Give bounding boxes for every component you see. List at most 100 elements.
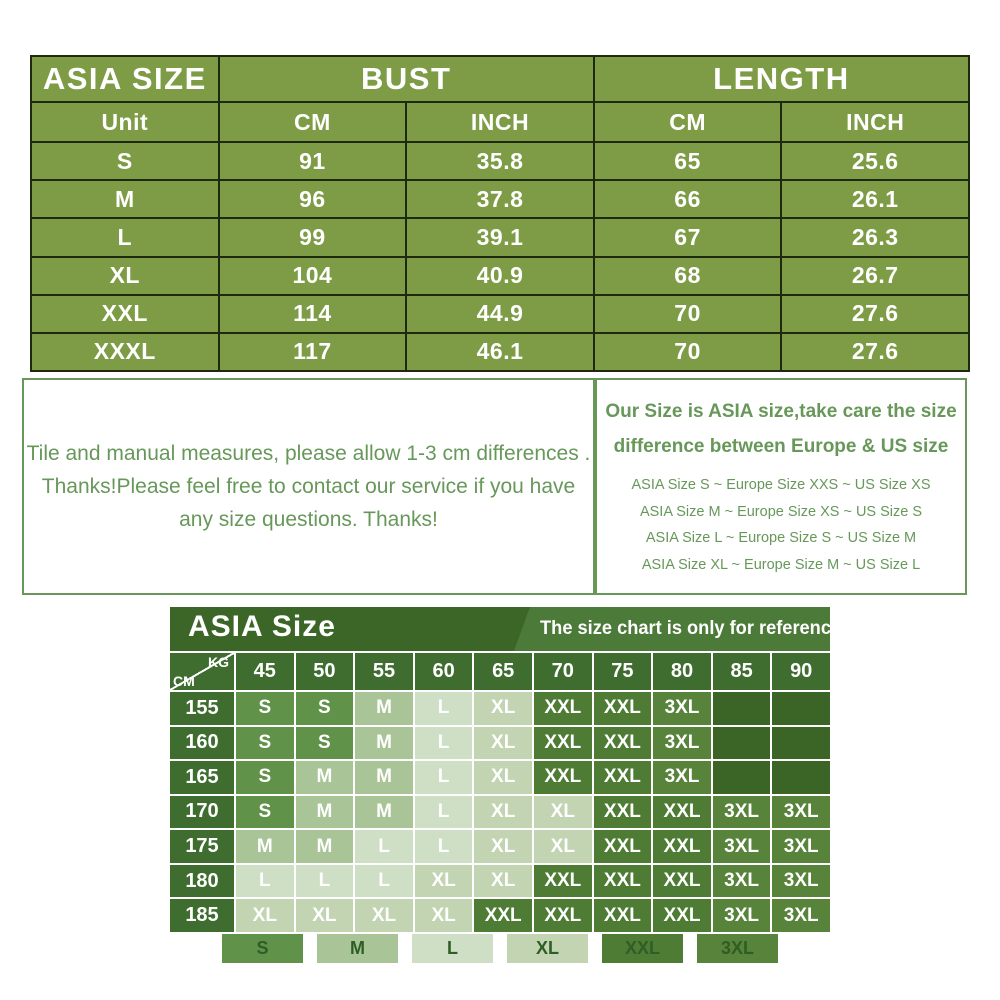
size-mapping-line: ASIA Size XL ~ Europe Size M ~ US Size L [641,556,921,573]
weight-header-cell: 85 [712,653,771,690]
matrix-cell: L [414,726,473,760]
matrix-cell [772,761,830,794]
matrix-cell: M [295,795,354,829]
matrix-cell: XXL [593,726,652,760]
table-cell: 40.9 [407,257,593,294]
table-cell: 26.1 [782,181,968,218]
matrix-cell: 3XL [772,899,830,932]
matrix-cell: M [355,726,413,760]
matrix-cell: M [295,830,354,863]
matrix-cell: L [414,795,473,829]
matrix-cell: 3XL [772,830,830,863]
matrix-cell: 3XL [653,692,711,725]
table-cell: 25.6 [782,143,968,180]
size-difference-title-line: Our Size is ASIA size,take care the size [605,401,957,422]
matrix-cell: XXL [533,899,592,932]
table-cell: 39.1 [407,219,593,256]
table-cell: 67 [594,219,781,256]
table-cell: 26.3 [782,219,968,256]
height-header-cell: 175 [170,830,234,863]
weight-header-cell: 55 [355,653,413,690]
table-cell: 26.7 [782,257,968,294]
axis-corner-cell: KG CM [170,653,234,690]
weight-header-cell: 90 [772,653,830,690]
table-cell: 35.8 [407,143,593,180]
matrix-cell: L [355,830,413,863]
chart-title: ASIA Size [188,610,336,643]
table-cell: 70 [594,295,781,332]
measure-note-box: Tile and manual measures, please allow 1… [22,378,595,595]
matrix-cell: 3XL [772,864,830,898]
height-header-cell: 170 [170,795,234,829]
matrix-cell: L [355,864,413,898]
measure-note-line: any size questions. Thanks! [179,508,438,531]
size-difference-title-line: difference between Europe & US size [613,436,949,457]
matrix-cell: 3XL [712,795,771,829]
table-cell: 70 [594,333,781,370]
matrix-cell: M [236,830,294,863]
table-size-label: XXXL [32,333,218,370]
matrix-cell: XXL [593,864,652,898]
matrix-cell [772,726,830,760]
table-cell: 114 [219,295,406,332]
weight-header-cell: 70 [533,653,592,690]
weight-header-cell: 65 [474,653,532,690]
table-group-bust: BUST [219,57,593,101]
matrix-cell: XL [474,692,532,725]
matrix-cell: M [355,761,413,794]
axis-label-kg: KG [208,654,229,670]
matrix-cell: S [236,692,294,725]
matrix-cell [712,692,771,725]
matrix-cell: XL [474,830,532,863]
size-mapping-line: ASIA Size M ~ Europe Size XS ~ US Size S [639,503,923,520]
axis-label-cm: CM [173,673,195,689]
table-cell: 44.9 [407,295,593,332]
matrix-cell: XXL [593,830,652,863]
matrix-cell: XXL [474,899,532,932]
table-cell: 27.6 [782,333,968,370]
asia-size-table: ASIA SIZE BUST LENGTH Unit CM INCH CM IN… [30,55,970,372]
table-cell: 91 [219,143,406,180]
chart-title-bar: ASIA Size The size chart is only for ref… [170,607,830,651]
table-col-header-bust-inch: INCH [407,103,593,141]
height-header-cell: 185 [170,899,234,932]
matrix-cell: XXL [653,864,711,898]
matrix-cell: 3XL [653,761,711,794]
legend-swatch-3xl: 3XL [697,934,778,963]
table-cell: 99 [219,219,406,256]
matrix-cell [712,726,771,760]
matrix-cell: XXL [593,899,652,932]
matrix-cell: XL [533,830,592,863]
table-cell: 66 [594,181,781,218]
measure-note-line: Thanks!Please feel free to contact our s… [41,475,576,498]
matrix-cell: 3XL [712,899,771,932]
matrix-cell: L [414,692,473,725]
measure-note-line: Tile and manual measures, please allow 1… [26,442,591,465]
matrix-cell: XXL [533,761,592,794]
matrix-cell: M [295,761,354,794]
size-legend: S M L XL XXL 3XL [170,934,830,963]
matrix-cell: S [236,761,294,794]
matrix-cell [772,692,830,725]
matrix-cell: XXL [533,864,592,898]
table-cell: 68 [594,257,781,294]
matrix-cell: XL [474,761,532,794]
matrix-cell: XXL [533,726,592,760]
height-header-cell: 165 [170,761,234,794]
matrix-cell: S [295,726,354,760]
table-size-label: L [32,219,218,256]
legend-swatch-xxl: XXL [602,934,683,963]
table-title: ASIA SIZE [32,57,218,101]
matrix-cell: XL [474,795,532,829]
matrix-cell: S [295,692,354,725]
table-group-length: LENGTH [594,57,968,101]
weight-header-cell: 75 [593,653,652,690]
matrix-cell: M [355,795,413,829]
height-header-cell: 155 [170,692,234,725]
matrix-cell: XXL [593,795,652,829]
table-size-label: S [32,143,218,180]
matrix-cell: XXL [593,692,652,725]
matrix-cell: L [295,864,354,898]
matrix-cell: XL [533,795,592,829]
